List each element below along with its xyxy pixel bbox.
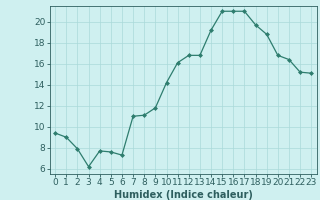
X-axis label: Humidex (Indice chaleur): Humidex (Indice chaleur) [114,190,252,200]
